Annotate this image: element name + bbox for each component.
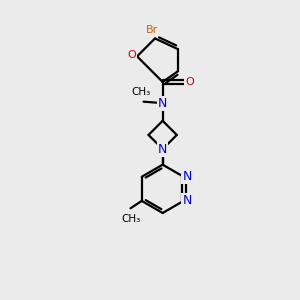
Text: N: N [158, 142, 167, 156]
Text: Br: Br [146, 25, 158, 35]
Text: N: N [158, 97, 167, 110]
Text: O: O [185, 77, 194, 87]
Text: N: N [182, 194, 192, 207]
Text: O: O [128, 50, 136, 61]
Text: CH₃: CH₃ [131, 87, 151, 97]
Text: N: N [182, 170, 192, 183]
Text: CH₃: CH₃ [121, 214, 140, 224]
